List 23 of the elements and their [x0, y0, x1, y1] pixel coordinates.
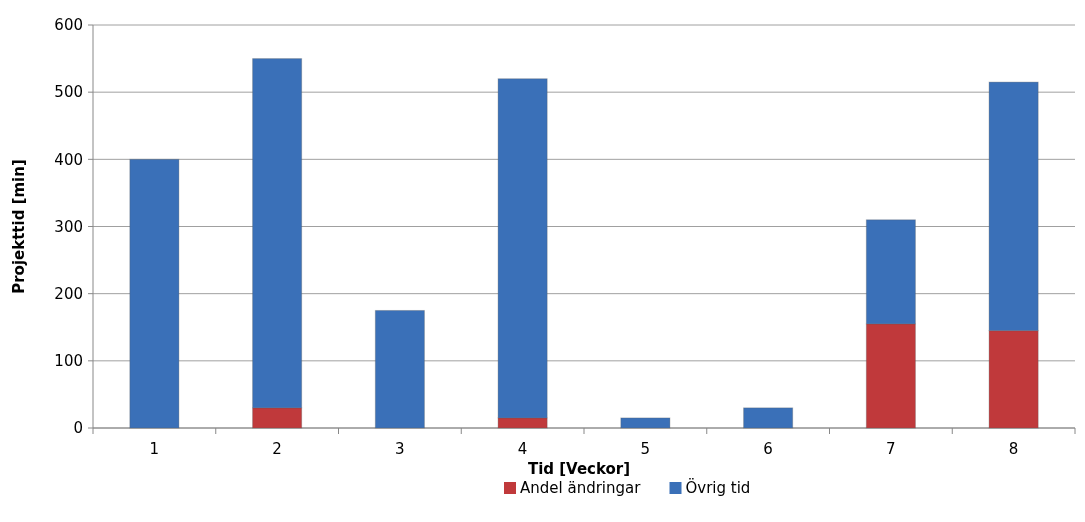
y-tick-label: 500: [54, 83, 83, 102]
y-tick-label: 100: [54, 352, 83, 371]
y-tick-label: 300: [54, 217, 83, 236]
legend-label: Andel ändringar: [520, 479, 642, 497]
x-tick-label: 6: [763, 440, 773, 458]
bar: [743, 407, 794, 429]
x-tick-label: 2: [272, 440, 282, 458]
x-tick-label: 3: [395, 440, 405, 458]
legend-label: Övrig tid: [685, 478, 751, 497]
x-tick-label: 8: [1008, 440, 1019, 458]
bar: [620, 417, 671, 429]
bar: [129, 158, 180, 429]
x-tick-label: 7: [886, 440, 896, 458]
y-axis-title: Projekttid [min]: [10, 159, 28, 294]
bar: [374, 309, 425, 429]
x-tick-label: 1: [149, 440, 160, 458]
x-tick-label: 5: [640, 440, 651, 458]
y-tick-label: 0: [73, 419, 83, 438]
y-tick-label: 600: [54, 16, 83, 35]
x-axis-title: Tid [Veckor]: [527, 460, 631, 478]
y-tick-label: 200: [54, 284, 83, 303]
y-tick-label: 400: [54, 150, 83, 169]
x-tick-label: 4: [517, 440, 528, 458]
